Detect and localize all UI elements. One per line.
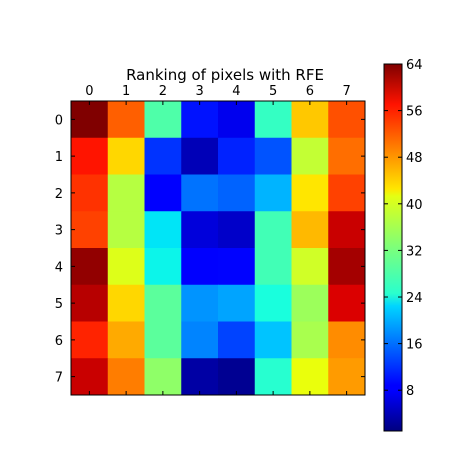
heatmap-cell-r4-c4 <box>218 248 256 286</box>
heatmap-cell-r7-c0 <box>71 358 109 396</box>
heatmap-cell-r2-c3 <box>181 174 219 212</box>
heatmap-cell-r4-c5 <box>254 248 292 286</box>
colorbar-tick-label: 8 <box>406 384 414 399</box>
heatmap-cell-r3-c4 <box>218 211 256 249</box>
heatmap-cell-r6-c7 <box>328 321 366 359</box>
heatmap-cell-r2-c6 <box>291 174 329 212</box>
heatmap-cell-r4-c2 <box>144 248 182 286</box>
heatmap-cell-r7-c7 <box>328 358 366 396</box>
heatmap-cell-r1-c5 <box>254 137 292 175</box>
x-tick-label: 2 <box>159 84 167 99</box>
heatmap-cell-r6-c3 <box>181 321 219 359</box>
colorbar-tick-label: 40 <box>406 198 423 213</box>
heatmap-cell-r7-c1 <box>107 358 145 396</box>
heatmap-cell-r6-c0 <box>71 321 109 359</box>
x-axis-ticks: 0 1 2 3 4 5 6 7 <box>85 84 351 395</box>
heatmap-cell-r4-c6 <box>291 248 329 286</box>
colorbar-tick-label: 32 <box>406 244 423 259</box>
colorbar-tick-label: 48 <box>406 151 423 166</box>
heatmap-cell-r0-c4 <box>218 101 256 139</box>
heatmap-cell-r7-c5 <box>254 358 292 396</box>
colorbar <box>383 63 403 432</box>
heatmap-cell-r1-c0 <box>71 137 109 175</box>
heatmap-cell-r3-c3 <box>181 211 219 249</box>
heatmap-cell-r5-c2 <box>144 284 182 322</box>
chart-title: Ranking of pixels with RFE <box>126 66 324 84</box>
colorbar-tick-label: 16 <box>406 338 423 353</box>
heatmap-cell-r0-c2 <box>144 101 182 139</box>
y-axis-ticks: 0 1 2 3 4 5 6 7 <box>55 113 365 386</box>
heatmap-cell-r3-c5 <box>254 211 292 249</box>
heatmap-cell-r6-c4 <box>218 321 256 359</box>
y-tick-label: 4 <box>55 260 63 275</box>
colorbar-tick-label: 24 <box>406 291 423 306</box>
y-tick-label: 1 <box>55 150 63 165</box>
heatmap-cell-r4-c0 <box>71 248 109 286</box>
heatmap-cell-r1-c6 <box>291 137 329 175</box>
heatmap-cells <box>71 101 366 396</box>
heatmap-cell-r0-c0 <box>71 101 109 139</box>
heatmap-cell-r0-c7 <box>328 101 366 139</box>
heatmap-cell-r6-c6 <box>291 321 329 359</box>
heatmap-cell-r1-c3 <box>181 137 219 175</box>
heatmap-cell-r6-c1 <box>107 321 145 359</box>
heatmap-cell-r5-c4 <box>218 284 256 322</box>
heatmap-cell-r5-c5 <box>254 284 292 322</box>
heatmap-cell-r7-c2 <box>144 358 182 396</box>
heatmap-cell-r4-c3 <box>181 248 219 286</box>
y-tick-label: 0 <box>55 113 63 128</box>
heatmap-cell-r3-c0 <box>71 211 109 249</box>
plot-frame <box>70 100 366 396</box>
heatmap-cell-r7-c6 <box>291 358 329 396</box>
heatmap-cell-r0-c1 <box>107 101 145 139</box>
colorbar-tick-label: 56 <box>406 105 423 120</box>
heatmap-cell-r4-c1 <box>107 248 145 286</box>
heatmap-cell-r6-c5 <box>254 321 292 359</box>
x-tick-label: 6 <box>306 84 314 99</box>
heatmap-cell-r3-c1 <box>107 211 145 249</box>
x-tick-label: 0 <box>85 84 93 99</box>
heatmap-cell-r5-c7 <box>328 284 366 322</box>
x-tick-label: 7 <box>342 84 350 99</box>
heatmap-cell-r7-c4 <box>218 358 256 396</box>
heatmap-cell-r3-c7 <box>328 211 366 249</box>
x-tick-label: 3 <box>195 84 203 99</box>
heatmap-cell-r2-c2 <box>144 174 182 212</box>
heatmap-cell-r6-c2 <box>144 321 182 359</box>
heatmap-cell-r2-c4 <box>218 174 256 212</box>
heatmap-cell-r7-c3 <box>181 358 219 396</box>
y-tick-label: 5 <box>55 297 63 312</box>
heatmap-cell-r4-c7 <box>328 248 366 286</box>
heatmap-cell-r1-c7 <box>328 137 366 175</box>
heatmap-cell-r0-c6 <box>291 101 329 139</box>
colorbar-tick-label: 64 <box>406 58 423 73</box>
heatmap-cell-r5-c1 <box>107 284 145 322</box>
heatmap-cell-r1-c4 <box>218 137 256 175</box>
x-tick-label: 1 <box>122 84 130 99</box>
y-tick-label: 6 <box>55 334 63 349</box>
heatmap-cell-r2-c7 <box>328 174 366 212</box>
heatmap-cell-r1-c1 <box>107 137 145 175</box>
heatmap-cell-r2-c1 <box>107 174 145 212</box>
y-tick-label: 3 <box>55 224 63 239</box>
heatmap-cell-r0-c5 <box>254 101 292 139</box>
heatmap-cell-r5-c0 <box>71 284 109 322</box>
heatmap-cell-r2-c5 <box>254 174 292 212</box>
heatmap-cell-r3-c6 <box>291 211 329 249</box>
x-tick-label: 5 <box>269 84 277 99</box>
heatmap-cell-r1-c2 <box>144 137 182 175</box>
colorbar-ticks: 8 16 24 32 40 48 56 64 <box>384 58 423 399</box>
heatmap-cell-r3-c2 <box>144 211 182 249</box>
heatmap-cell-r0-c3 <box>181 101 219 139</box>
heatmap-cell-r5-c3 <box>181 284 219 322</box>
heatmap-cell-r2-c0 <box>71 174 109 212</box>
heatmap-cell-r5-c6 <box>291 284 329 322</box>
y-tick-label: 2 <box>55 187 63 202</box>
x-tick-label: 4 <box>232 84 240 99</box>
y-tick-label: 7 <box>55 371 63 386</box>
